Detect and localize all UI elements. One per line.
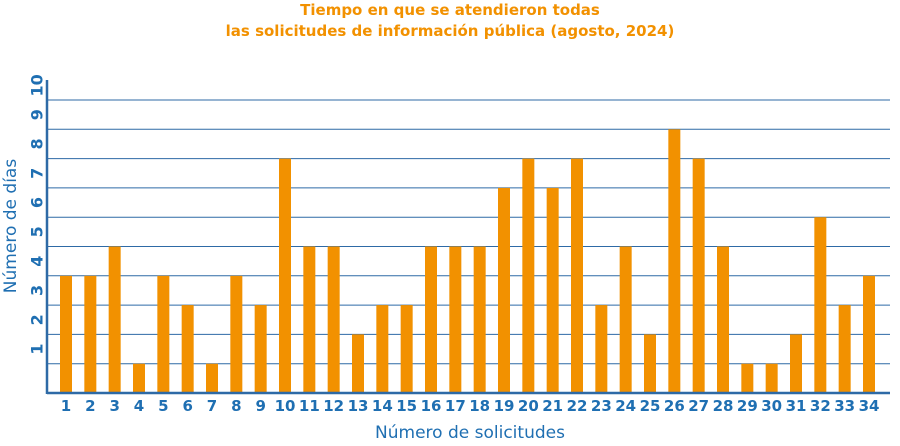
bar-4 — [133, 363, 145, 393]
bar-24 — [619, 246, 632, 393]
chart-title-line-2: las solicitudes de información pública (… — [225, 22, 675, 40]
x-tick-label: 34 — [859, 397, 880, 415]
bar-31 — [790, 334, 802, 393]
y-tick-label: 8 — [28, 138, 47, 149]
bar-20 — [522, 158, 535, 393]
bar-12 — [327, 246, 340, 393]
bar-33 — [838, 305, 851, 393]
bar-15 — [400, 305, 413, 393]
x-tick-label: 13 — [348, 397, 369, 415]
y-axis-label: Número de días — [1, 159, 21, 294]
x-tick-label: 23 — [591, 397, 612, 415]
bar-1 — [60, 275, 72, 393]
x-tick-label: 5 — [158, 397, 168, 415]
y-tick-label: 3 — [28, 285, 47, 296]
x-tick-label: 4 — [134, 397, 144, 415]
bar-25 — [644, 334, 656, 393]
x-tick-label: 26 — [664, 397, 685, 415]
bar-26 — [668, 129, 681, 394]
bars — [60, 129, 875, 394]
bar-32 — [814, 217, 827, 393]
bar-28 — [717, 246, 729, 393]
x-tick-label: 3 — [109, 397, 119, 415]
y-tick-label: 10 — [28, 74, 47, 96]
x-axis-label: Número de solicitudes — [375, 423, 565, 443]
y-tick-labels: 1 2 3 4 5 6 7 8 9 10 — [28, 74, 47, 354]
x-tick-label: 21 — [542, 397, 563, 415]
bar-3 — [108, 246, 121, 393]
x-tick-label: 9 — [255, 397, 265, 415]
bar-10 — [279, 158, 291, 393]
bar-34 — [863, 275, 875, 393]
x-tick-label: 14 — [372, 397, 393, 415]
bar-22 — [571, 158, 583, 393]
bar-11 — [303, 246, 316, 393]
bar-18 — [473, 246, 486, 393]
bar-21 — [546, 187, 559, 393]
bar-30 — [765, 363, 778, 393]
x-tick-label: 12 — [323, 397, 344, 415]
y-tick-label: 6 — [28, 197, 47, 208]
x-tick-label: 8 — [231, 397, 241, 415]
x-tick-label: 32 — [810, 397, 831, 415]
x-tick-label: 17 — [445, 397, 466, 415]
x-tick-label: 6 — [182, 397, 192, 415]
x-tick-label: 11 — [299, 397, 320, 415]
x-tick-label: 7 — [207, 397, 217, 415]
y-tick-label: 4 — [28, 256, 47, 267]
x-tick-label: 1 — [61, 397, 71, 415]
y-tick-label: 2 — [28, 314, 47, 325]
bar-17 — [449, 246, 462, 393]
x-tick-label: 31 — [786, 397, 807, 415]
x-tick-label: 30 — [761, 397, 782, 415]
bar-13 — [352, 334, 364, 393]
bar-16 — [425, 246, 437, 393]
x-tick-label: 25 — [640, 397, 661, 415]
bar-2 — [84, 275, 97, 393]
bar-27 — [692, 158, 705, 393]
bar-19 — [498, 187, 510, 393]
chart-title-line-1: Tiempo en que se atendieron todas — [300, 1, 600, 19]
x-tick-label: 22 — [567, 397, 588, 415]
y-tick-label: 9 — [28, 109, 47, 120]
x-tick-labels: 1 2 3 4 5 6 7 8 9 10 11 12 13 14 15 16 17 18 19 20 21 22 23 24 2… — [61, 397, 880, 415]
bar-7 — [206, 363, 218, 393]
bar-8 — [230, 275, 243, 393]
x-tick-label: 33 — [834, 397, 855, 415]
x-tick-label: 15 — [396, 397, 417, 415]
bar-23 — [595, 305, 608, 393]
bar-29 — [741, 363, 754, 393]
bar-5 — [157, 275, 170, 393]
y-tick-label: 7 — [28, 168, 47, 179]
x-tick-label: 18 — [469, 397, 490, 415]
y-tick-label: 5 — [28, 226, 47, 237]
y-tick-label: 1 — [28, 343, 47, 354]
x-tick-label: 28 — [713, 397, 734, 415]
bar-6 — [181, 305, 194, 393]
grid-lines — [47, 99, 890, 365]
x-tick-label: 29 — [737, 397, 758, 415]
x-tick-label: 19 — [494, 397, 515, 415]
x-tick-label: 2 — [85, 397, 95, 415]
x-tick-label: 16 — [421, 397, 442, 415]
x-tick-label: 20 — [518, 397, 539, 415]
bar-14 — [376, 305, 389, 393]
x-tick-label: 27 — [688, 397, 709, 415]
x-tick-label: 10 — [275, 397, 296, 415]
x-tick-label: 24 — [615, 397, 636, 415]
bar-9 — [254, 305, 267, 393]
